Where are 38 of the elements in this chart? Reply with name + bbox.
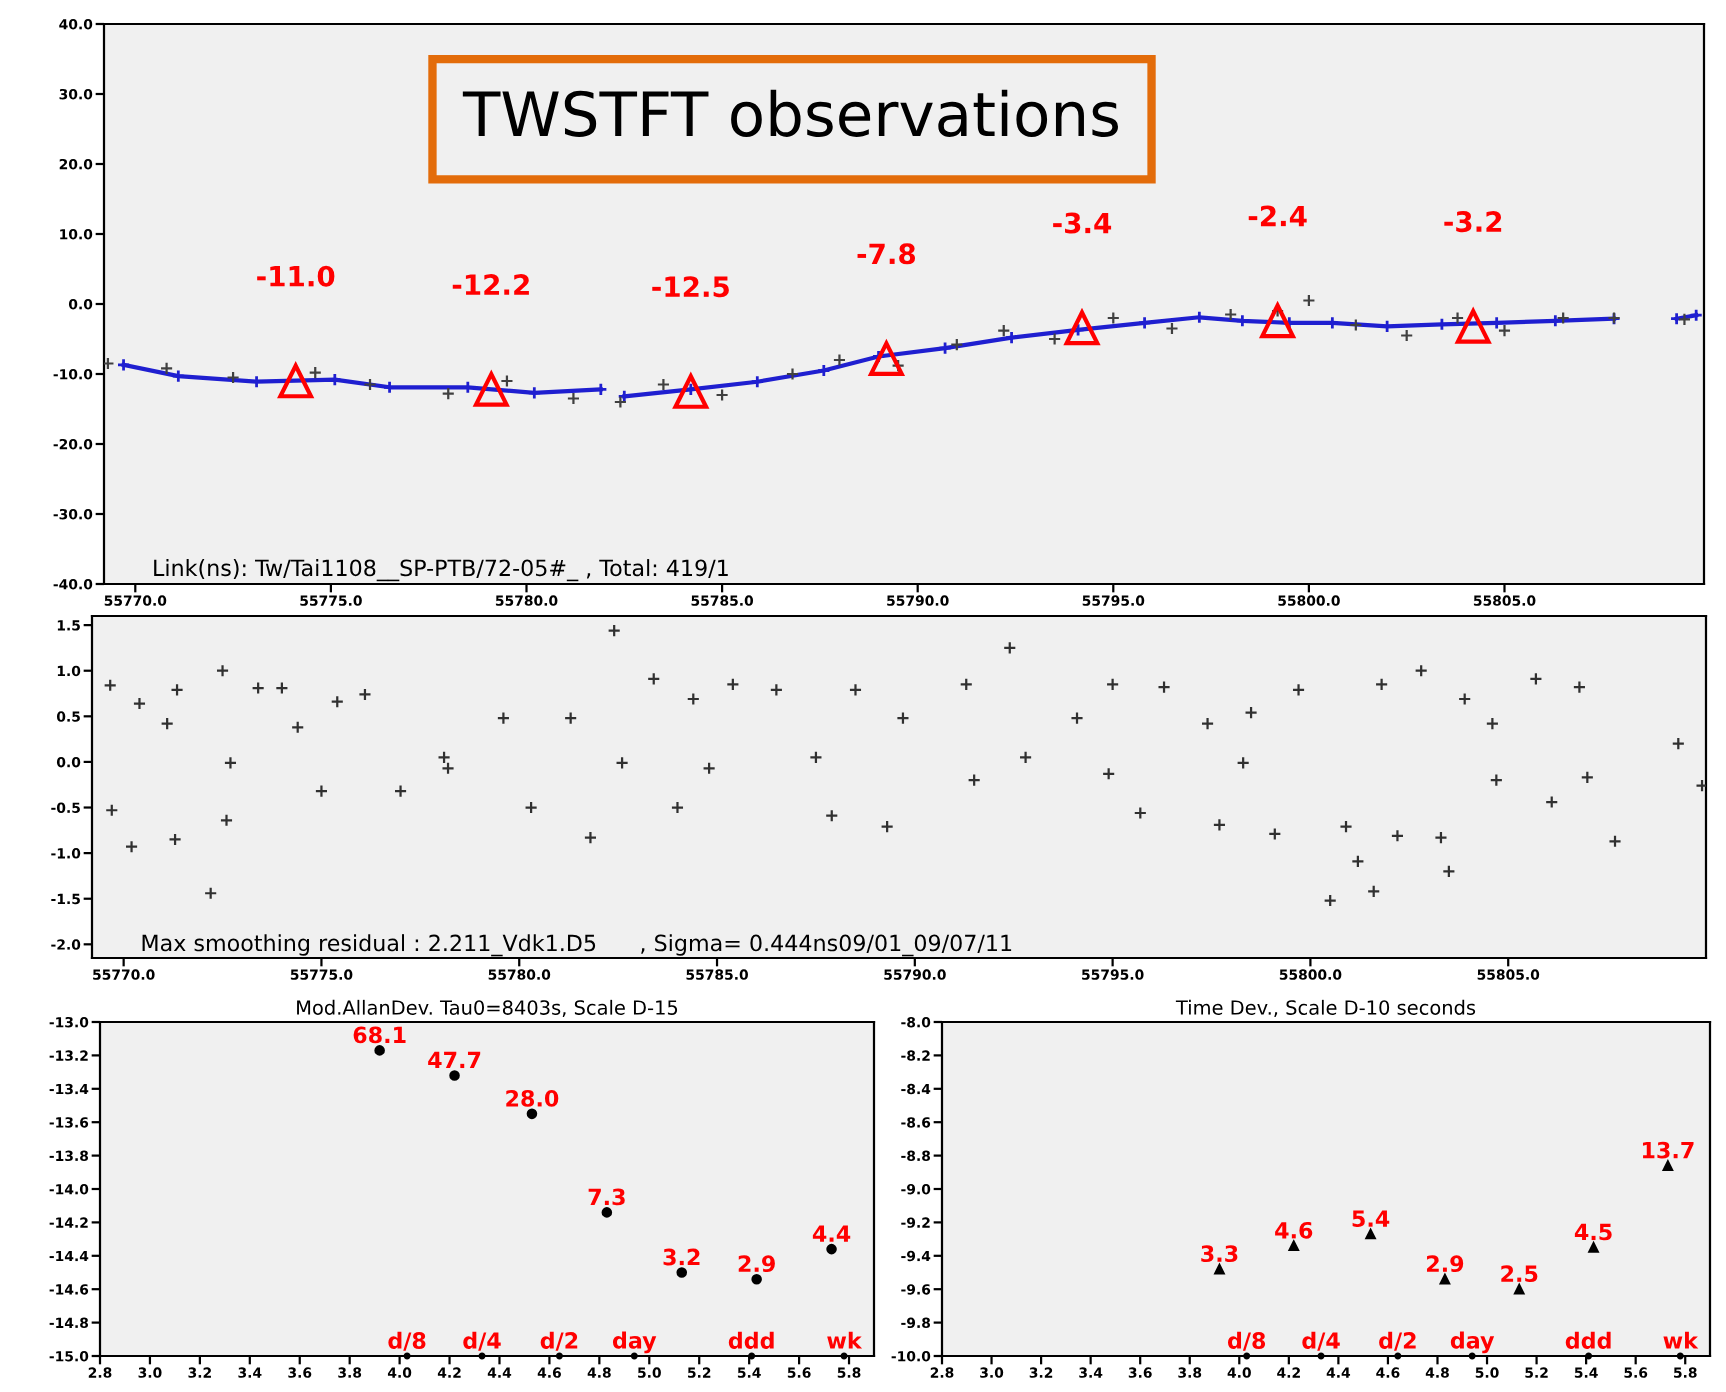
chart-title: Mod.AllanDev. Tau0=8403s, Scale D-15 [297, 999, 678, 1017]
annotation: ddd [728, 1331, 774, 1349]
data-label: -12.5 [652, 276, 729, 298]
chart-title: Time Dev., Scale D-10 seconds [1175, 999, 1476, 1017]
data-label: -3.4 [1053, 212, 1112, 234]
annotation: 28.0 [506, 1089, 559, 1107]
annotation: ddd [1565, 1331, 1611, 1349]
annotation: 7.3 [588, 1188, 625, 1206]
annotation: 2.9 [738, 1255, 775, 1273]
annotation: day [1450, 1331, 1495, 1354]
annotation: 4.5 [1574, 1223, 1612, 1241]
annotation: 5.4 [1352, 1210, 1390, 1228]
annotation: Max smoothing residual : 2.211_Vdk1.D5 , Sigma= 0.444ns09/01_09/07/11 [142, 934, 1012, 957]
text: TWSTFT observations [462, 89, 1118, 137]
annotation: d/4 [463, 1331, 501, 1351]
annotation: 4.6 [1275, 1221, 1313, 1239]
annotation: 3.3 [1201, 1245, 1238, 1263]
annotation: 47.7 [428, 1051, 481, 1069]
data-label: -7.8 [857, 243, 916, 265]
annotation: wk [1663, 1331, 1699, 1349]
annotation: 2.9 [1426, 1255, 1464, 1273]
annotation: d/8 [388, 1331, 426, 1351]
annotation: 2.5 [1501, 1265, 1538, 1283]
annotation: d/8 [1227, 1331, 1266, 1351]
annotation: d/2 [1379, 1331, 1416, 1351]
annotation: day [612, 1331, 657, 1354]
annotation: Link(ns): Tw/Tai1108__SP-PTB/72-05#_ , Total: 419/1 [154, 559, 728, 582]
annotation: d/4 [1302, 1331, 1340, 1351]
annotation: 68.1 [353, 1026, 406, 1044]
data-label: -12.2 [452, 274, 529, 295]
data-label: -2.4 [1248, 205, 1307, 227]
annotation: wk [827, 1331, 863, 1349]
annotation: 4.4 [812, 1225, 851, 1242]
data-label: -11.0 [257, 265, 335, 287]
annotation: d/2 [540, 1331, 578, 1351]
annotation: 3.2 [663, 1248, 700, 1266]
data-label: -3.2 [1444, 211, 1502, 233]
annotation: 13.7 [1642, 1141, 1694, 1159]
